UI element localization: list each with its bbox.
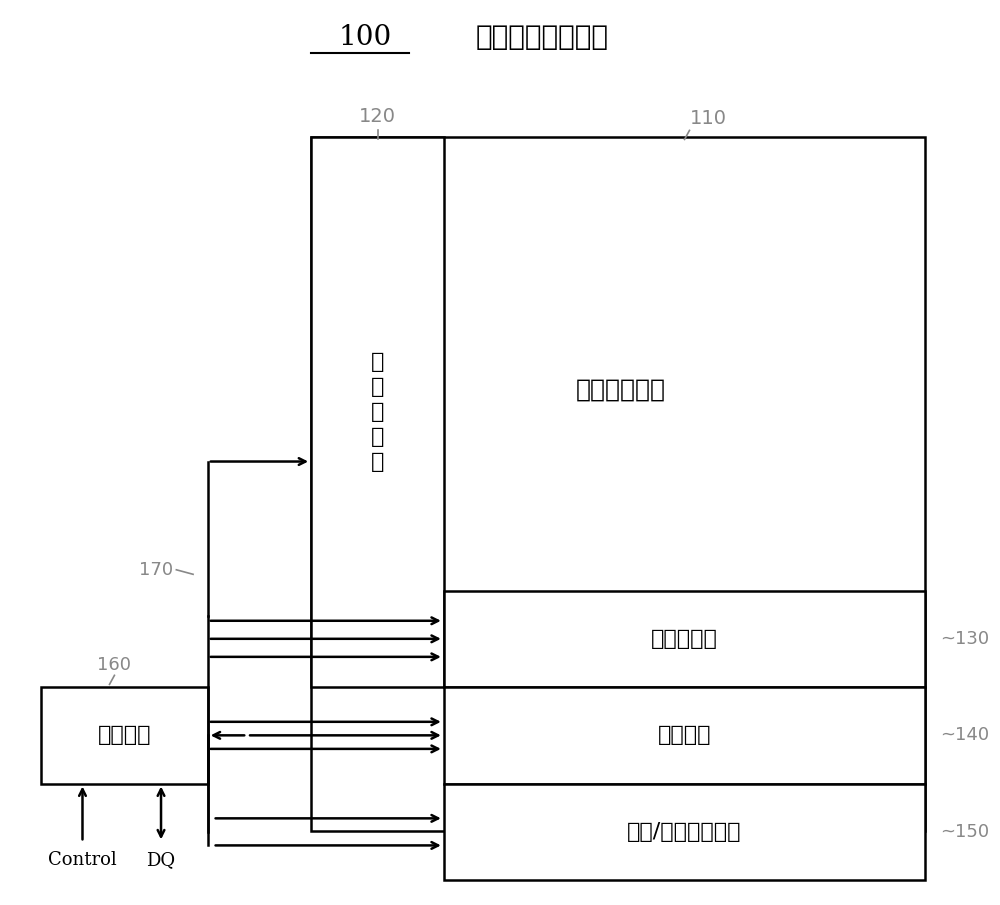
Text: 100: 100 (338, 24, 392, 51)
Text: 存储单元阵列: 存储单元阵列 (576, 377, 666, 401)
Text: 120: 120 (359, 107, 396, 126)
Text: ~140: ~140 (940, 727, 989, 744)
Text: 160: 160 (97, 655, 131, 673)
Text: 传感电路: 传感电路 (658, 725, 711, 746)
Text: 列
选
择
电
路: 列 选 择 电 路 (371, 352, 384, 472)
Text: ~150: ~150 (940, 823, 989, 841)
Text: 写入/读取偏压电路: 写入/读取偏压电路 (627, 822, 742, 842)
Bar (311, 137, 925, 832)
Text: 控制电路: 控制电路 (98, 725, 151, 746)
Bar (311, 137, 444, 687)
Text: DQ: DQ (146, 852, 176, 870)
Text: ~130: ~130 (940, 630, 989, 648)
Text: 170: 170 (139, 561, 173, 579)
Text: 110: 110 (689, 109, 726, 128)
Bar (444, 687, 925, 784)
Text: 可变电阻式存储器: 可变电阻式存储器 (476, 23, 609, 51)
Bar (41, 687, 208, 784)
Text: Control: Control (48, 852, 117, 870)
Text: 行选择电路: 行选择电路 (651, 629, 718, 649)
Bar (444, 784, 925, 881)
Bar (444, 591, 925, 687)
